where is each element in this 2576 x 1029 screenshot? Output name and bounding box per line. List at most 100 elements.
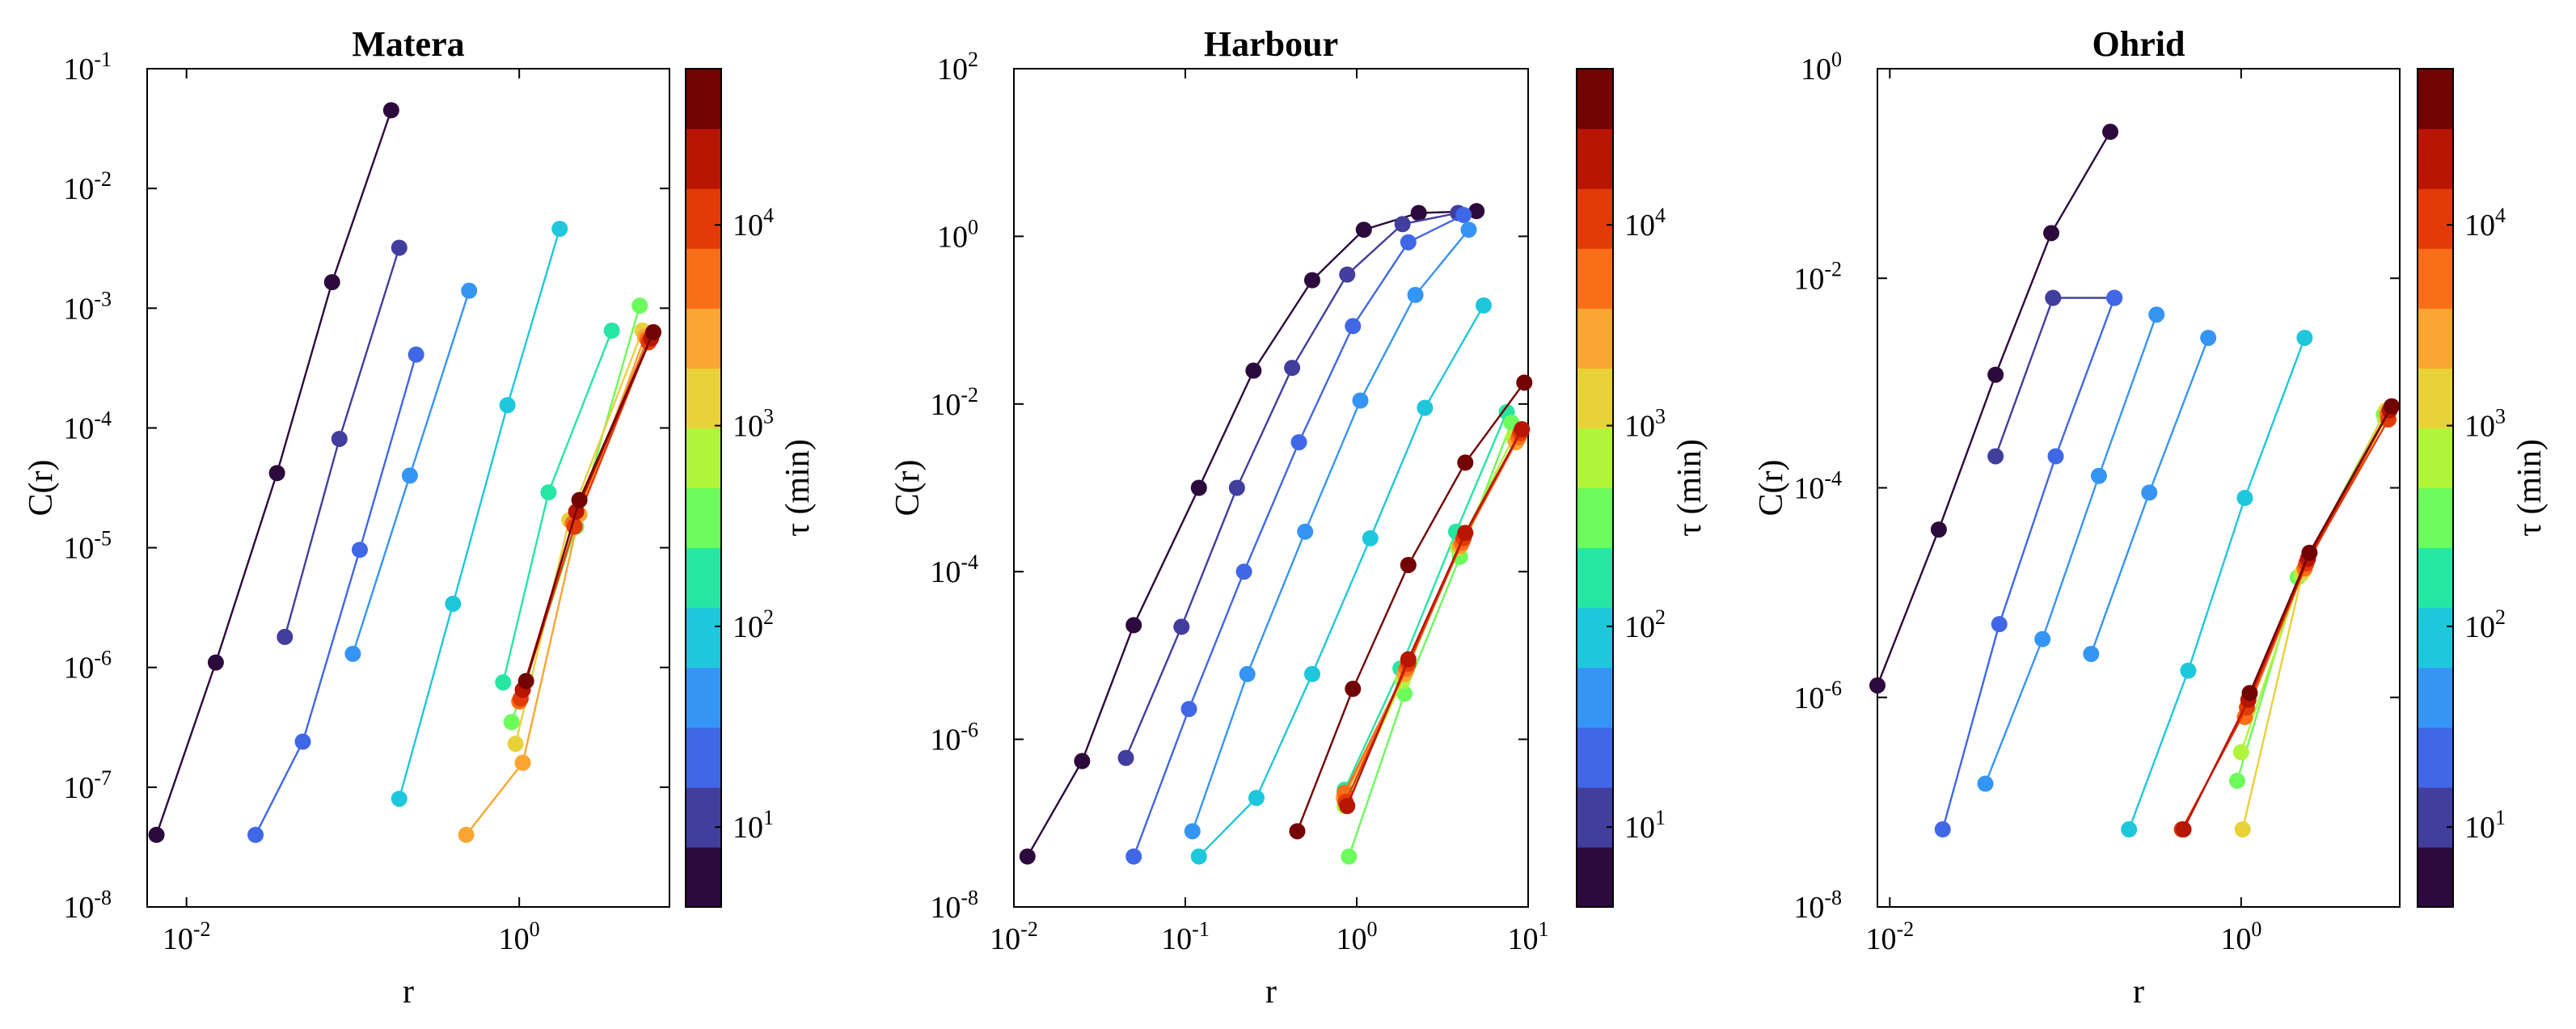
y-tick-label: 10-5 xyxy=(63,527,112,566)
data-point xyxy=(2083,645,2100,662)
colorbar-segment xyxy=(1577,188,1613,249)
data-point xyxy=(1173,618,1190,635)
data-point xyxy=(1248,790,1265,807)
colorbar-tick-label: 102 xyxy=(733,605,774,644)
plot-area-frame xyxy=(146,68,670,908)
colorbar-frame xyxy=(2417,68,2454,908)
colorbar: 101 102 103 104 τ (min) xyxy=(2417,68,2549,908)
colorbar: 101 102 103 104 τ (min) xyxy=(685,68,817,908)
series-line xyxy=(1346,428,1523,807)
colorbar-tick-label: 104 xyxy=(733,204,774,242)
colorbar-segment xyxy=(1577,727,1613,788)
data-point xyxy=(1407,286,1424,303)
data-point xyxy=(391,239,408,256)
data-point xyxy=(1362,529,1379,546)
data-point xyxy=(571,491,588,508)
data-point xyxy=(1394,216,1411,233)
chart-title: Ohrid xyxy=(2092,24,2185,64)
data-point xyxy=(344,645,361,662)
y-axis-label: C(r) xyxy=(23,460,60,517)
data-point xyxy=(1934,821,1951,838)
data-point xyxy=(351,542,368,559)
data-point xyxy=(1400,234,1417,251)
y-tick-label: 10-7 xyxy=(63,766,112,805)
chart-panel-matera: Matera 10-2 100 10-8 10-7 10-6 10-5 10-4 10-3 10-… xyxy=(23,24,817,1010)
series-group xyxy=(1869,124,2401,838)
data-point xyxy=(1987,448,2004,465)
series-line xyxy=(1348,422,1513,857)
data-point xyxy=(2106,289,2123,306)
colorbar-tick-label: 101 xyxy=(1624,806,1666,845)
data-point xyxy=(1457,454,1474,471)
data-point xyxy=(458,826,475,843)
data-point xyxy=(1297,523,1314,540)
data-point xyxy=(2175,821,2192,838)
data-point xyxy=(331,430,348,447)
colorbar-segment xyxy=(686,607,721,668)
chart-title: Harbour xyxy=(1204,24,1338,64)
colorbar-segment xyxy=(1577,667,1613,728)
data-point xyxy=(1345,318,1362,335)
data-point xyxy=(1289,823,1306,840)
series-line xyxy=(1197,305,1484,858)
data-point xyxy=(1400,556,1417,573)
colorbar-tick-label: 103 xyxy=(2464,405,2506,444)
data-point xyxy=(1290,434,1307,451)
colorbar-frame xyxy=(1576,68,1614,908)
x-tick-label: 10-2 xyxy=(1865,917,1914,956)
data-point xyxy=(1245,362,1262,379)
data-point xyxy=(2232,744,2249,761)
x-tick-label: 10-2 xyxy=(163,917,211,956)
data-point xyxy=(408,346,424,363)
data-point xyxy=(1410,205,1427,221)
data-point xyxy=(2234,821,2251,838)
colorbar-tick-label: 104 xyxy=(1624,204,1666,242)
colorbar-segment xyxy=(686,428,721,489)
data-point xyxy=(294,733,311,750)
data-point xyxy=(401,467,418,484)
data-point xyxy=(207,654,224,671)
data-point xyxy=(2045,289,2062,306)
y-tick-label: 10-6 xyxy=(930,719,978,757)
data-point xyxy=(1930,521,1947,538)
colorbar-segment xyxy=(2418,308,2453,369)
data-point xyxy=(1987,366,2004,383)
data-point xyxy=(1341,848,1358,865)
series-line xyxy=(1984,314,2158,784)
data-point xyxy=(445,595,462,612)
colorbar-segment xyxy=(686,667,721,728)
data-point xyxy=(1184,823,1201,840)
data-point xyxy=(1180,701,1197,718)
data-point xyxy=(2228,772,2245,789)
data-point xyxy=(495,674,512,691)
colorbar-segment xyxy=(2418,727,2453,788)
data-point xyxy=(1417,399,1434,416)
data-point xyxy=(2384,398,2401,415)
colorbar-segment xyxy=(1577,308,1613,369)
y-tick-label: 100 xyxy=(937,215,978,254)
y-tick-label: 10-4 xyxy=(63,407,112,445)
data-point xyxy=(1339,266,1356,283)
data-point xyxy=(1074,753,1091,770)
colorbar: 101 102 103 104 τ (min) xyxy=(1576,68,1708,908)
x-tick-label: 100 xyxy=(1337,917,1378,956)
colorbar-tick-label: 101 xyxy=(2464,806,2506,845)
series-line xyxy=(2241,409,2388,830)
colorbar-segment xyxy=(2418,607,2453,668)
data-point xyxy=(382,102,399,119)
colorbar-segment xyxy=(686,129,721,189)
colorbar-tick-label: 104 xyxy=(2464,204,2506,242)
data-point xyxy=(1869,677,1886,694)
colorbar-segment xyxy=(1577,368,1613,429)
y-tick-label: 10-4 xyxy=(930,550,978,589)
data-point xyxy=(1516,374,1533,391)
data-point xyxy=(1475,297,1492,314)
colorbar-label: τ (min) xyxy=(779,439,817,537)
colorbar-segment xyxy=(686,368,721,429)
x-tick-label: 100 xyxy=(2220,917,2261,956)
y-tick-label: 10-8 xyxy=(63,886,112,925)
data-point xyxy=(2090,467,2107,484)
colorbar-segment xyxy=(2418,248,2453,309)
